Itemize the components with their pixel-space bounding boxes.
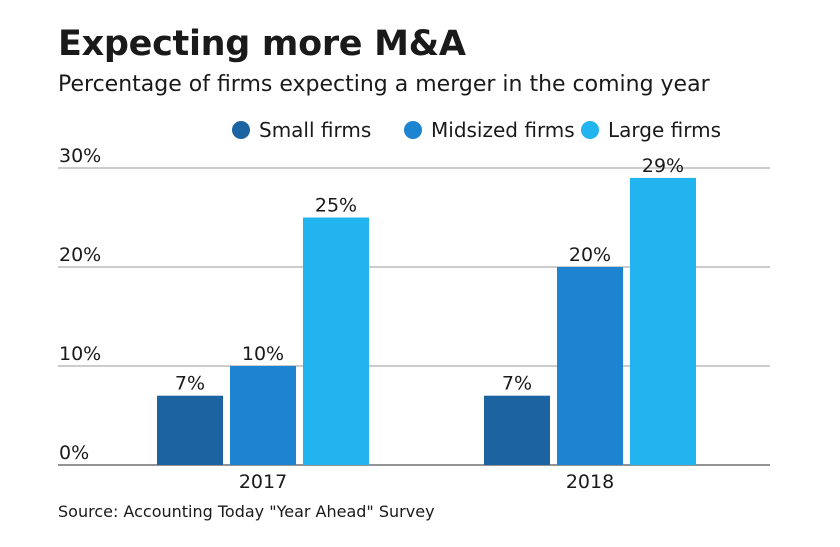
bar-midsized-firms-2017 [230, 366, 296, 465]
bar-small-firms-2017 [157, 395, 223, 465]
bar-large-firms-2017 [303, 217, 369, 465]
data-label: 29% [642, 155, 684, 177]
bar-large-firms-2018 [630, 177, 696, 465]
x-tick-label: 2018 [566, 471, 614, 493]
legend-marker [232, 121, 250, 139]
legend-label: Midsized firms [431, 118, 575, 142]
y-tick-label: 10% [59, 343, 101, 365]
chart-title: Expecting more M&A [58, 24, 466, 64]
data-label: 10% [242, 343, 284, 365]
source-note: Source: Accounting Today "Year Ahead" Su… [58, 502, 435, 521]
y-tick-label: 20% [59, 244, 101, 266]
y-tick-label: 0% [59, 442, 89, 464]
bar-small-firms-2018 [484, 395, 550, 465]
y-tick-label: 30% [59, 145, 101, 167]
data-label: 20% [569, 244, 611, 266]
x-tick-label: 2017 [239, 471, 287, 493]
legend-marker [581, 121, 599, 139]
bar-midsized-firms-2018 [557, 267, 623, 465]
data-label: 7% [502, 373, 532, 395]
legend-label: Small firms [259, 118, 371, 142]
data-label: 25% [315, 195, 357, 217]
legend-label: Large firms [608, 118, 721, 142]
chart-subtitle: Percentage of firms expecting a merger i… [58, 72, 710, 97]
legend-marker [404, 121, 422, 139]
data-label: 7% [175, 373, 205, 395]
